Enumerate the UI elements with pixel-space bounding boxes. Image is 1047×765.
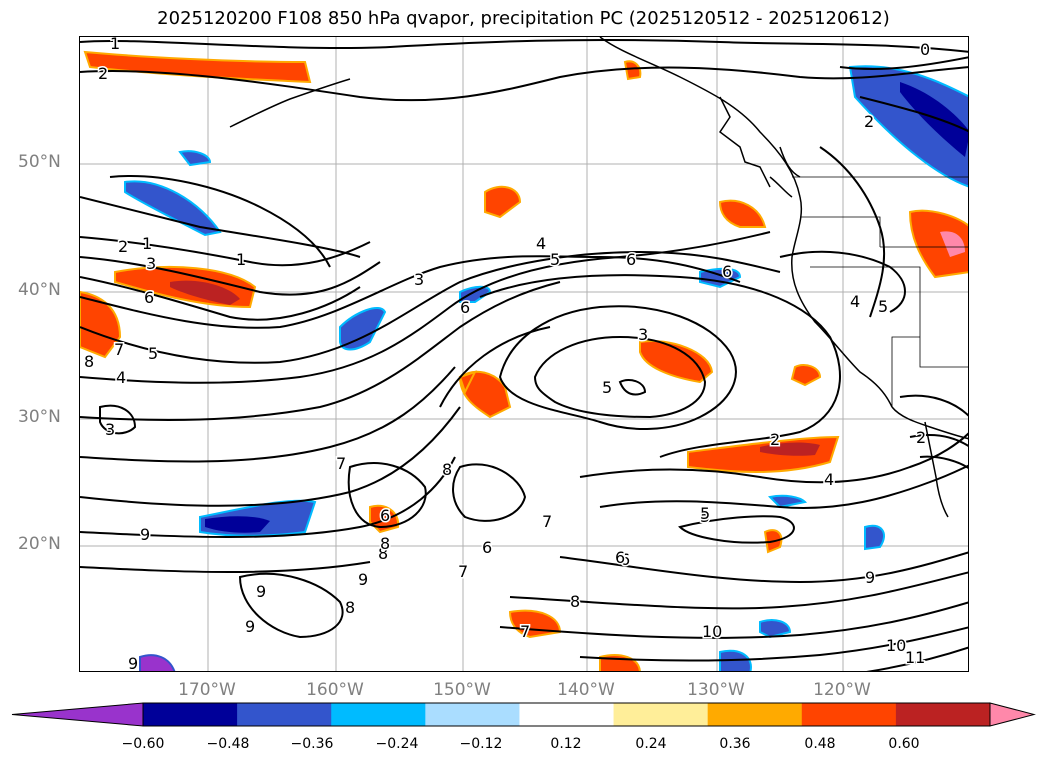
contour-label: 11 <box>905 648 925 667</box>
contour-label: 6 <box>626 250 636 269</box>
contour-label: 9 <box>140 525 150 544</box>
contour-label: 9 <box>358 570 368 589</box>
contour-label: 5 <box>700 507 710 526</box>
coastlines <box>229 37 968 518</box>
lon-label-120w: 120°W <box>813 680 871 700</box>
contour-label: 9 <box>128 654 138 672</box>
colorbar-tick-label: 0.24 <box>635 736 667 752</box>
contour-label: 5 <box>602 378 612 397</box>
contour-label: 0 <box>920 40 930 59</box>
contour-label: 8 <box>380 534 390 553</box>
lon-label-130w: 130°W <box>687 680 745 700</box>
colorbar-swatch <box>707 703 803 726</box>
contour-label: 2 <box>916 428 926 447</box>
lat-label-40n: 40°N <box>18 280 61 300</box>
contour-label: 7 <box>114 340 124 359</box>
contour-label: 8 <box>570 592 580 611</box>
colorbar-swatch <box>425 703 520 726</box>
colorbar-extend-max <box>989 702 1036 727</box>
contour-label: 4 <box>824 470 834 489</box>
colorbar-tick-label: 0.48 <box>804 736 836 752</box>
contour-label: 6 <box>722 262 732 281</box>
colorbar-tick-label: 0.60 <box>888 736 920 752</box>
lat-label-30n: 30°N <box>18 407 61 427</box>
lon-label-150w: 150°W <box>433 680 491 700</box>
contour-label: 8 <box>442 460 452 479</box>
lat-label-20n: 20°N <box>18 534 61 554</box>
colorbar-extend-min <box>11 702 144 727</box>
contour-label: 4 <box>116 368 126 387</box>
lon-label-140w: 140°W <box>557 680 615 700</box>
contour-label: 10 <box>702 622 722 641</box>
contour-label: 8 <box>345 598 355 617</box>
contour-label: 6 <box>615 548 625 567</box>
qvapor-contours <box>80 38 968 671</box>
precip-negative-shading <box>124 65 968 671</box>
contour-label: 5 <box>700 504 710 523</box>
state-borders <box>792 176 968 407</box>
contour-label: 7 <box>458 562 468 581</box>
contour-label: 6 <box>144 288 154 307</box>
colorbar-swatch <box>331 703 426 726</box>
contour-label: 6 <box>380 506 390 525</box>
map-panel[interactable]: 1 2 1 2 3 1 6 8 7 5 4 3 5 4 6 6 3 5 6 2 … <box>79 36 969 672</box>
lon-label-170w: 170°W <box>178 680 236 700</box>
map-plot: 1 2 1 2 3 1 6 8 7 5 4 3 5 4 6 6 3 5 6 2 … <box>80 37 968 672</box>
contour-label: 6 <box>482 538 492 557</box>
colorbar-swatch <box>519 703 615 726</box>
contour-label: 1 <box>142 234 152 253</box>
contour-label: 4 <box>850 292 860 311</box>
colorbar-tick-label: 0.12 <box>550 736 582 752</box>
contour-label: 3 <box>105 420 115 439</box>
contour-label: 3 <box>638 325 648 344</box>
contour-label: 6 <box>620 550 630 569</box>
colorbar-swatch <box>143 703 238 726</box>
contour-label: 5 <box>550 250 560 269</box>
colorbar-tick-label: −0.60 <box>121 736 165 752</box>
contour-label: 3 <box>414 270 424 289</box>
colorbar-swatch <box>895 703 991 726</box>
graticule <box>80 37 968 671</box>
contour-label: 9 <box>256 582 266 601</box>
contour-label: 2 <box>864 112 874 131</box>
colorbar-swatch <box>613 703 709 726</box>
colorbar-swatch <box>801 703 897 726</box>
contour-label: 1 <box>110 37 120 53</box>
contour-label: 5 <box>148 344 158 363</box>
lat-label-50n: 50°N <box>18 152 61 172</box>
contour-label: 2 <box>770 430 780 449</box>
contour-label: 3 <box>146 254 156 273</box>
contour-label: 1 <box>236 250 246 269</box>
contour-label: 2 <box>118 237 128 256</box>
contour-label: 2 <box>98 64 108 83</box>
map-title: 2025120200 F108 850 hPa qvapor, precipit… <box>157 8 890 29</box>
contour-label-group: 1 2 1 2 3 1 6 8 7 5 4 3 5 4 6 6 3 5 6 2 … <box>83 37 932 672</box>
contour-label: 8 <box>378 544 388 563</box>
contour-label: 10 <box>886 636 906 655</box>
colorbar-tick-label: −0.48 <box>206 736 250 752</box>
colorbar-tick-label: 0.36 <box>719 736 751 752</box>
contour-label: 7 <box>336 454 346 473</box>
colorbar-tick-label: −0.24 <box>375 736 419 752</box>
contour-label: 4 <box>536 234 546 253</box>
contour-label: 9 <box>865 568 875 587</box>
contour-label: 7 <box>520 622 530 641</box>
colorbar-swatch <box>237 703 332 726</box>
contour-label: 5 <box>878 297 888 316</box>
colorbar-tick-label: −0.36 <box>290 736 334 752</box>
contour-label: 7 <box>542 512 552 531</box>
contour-label: 9 <box>245 617 255 636</box>
lon-label-160w: 160°W <box>306 680 364 700</box>
colorbar-tick-label: −0.12 <box>459 736 503 752</box>
contour-label: 8 <box>84 352 94 371</box>
contour-label: 6 <box>460 298 470 317</box>
precip-positive-shading <box>80 50 968 671</box>
